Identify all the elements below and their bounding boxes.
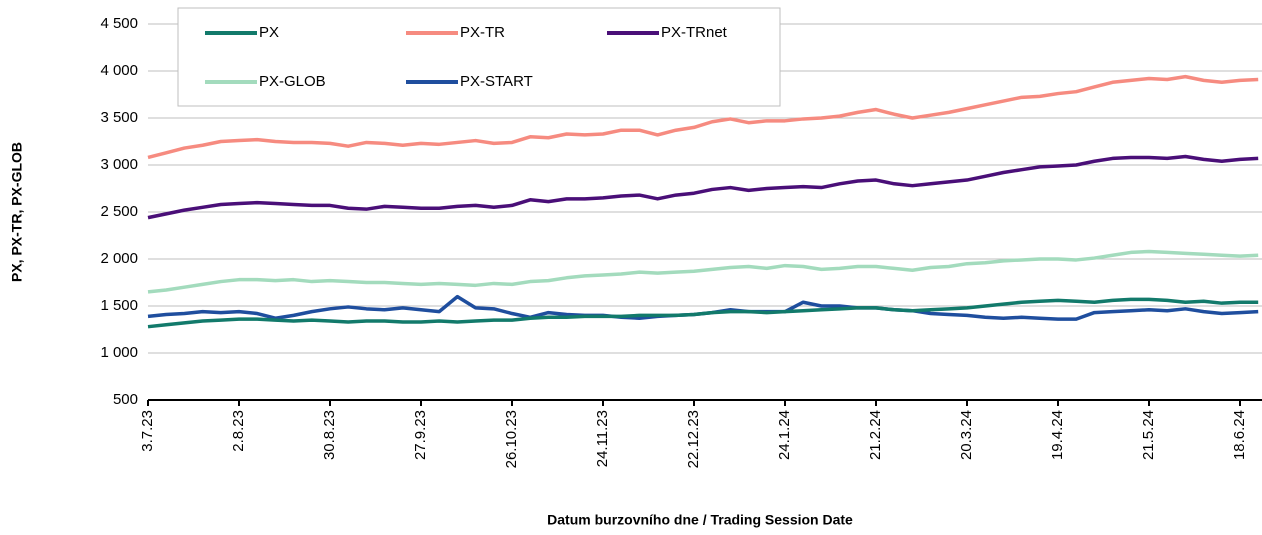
x-tick-label: 18.6.24 <box>1231 410 1248 460</box>
x-axis-title: Datum burzovního dne / Trading Session D… <box>547 512 853 528</box>
y-tick-label: 1 500 <box>100 297 138 314</box>
legend: PX PX-TR PX-TRnet PX-GLOB PX-START <box>177 7 781 107</box>
x-tick-label: 26.10.23 <box>503 410 520 468</box>
x-tick-label: 24.1.24 <box>776 410 793 460</box>
y-tick-label: 4 500 <box>100 15 138 32</box>
y-tick-label: 4 000 <box>100 62 138 79</box>
y-tick-label: 3 000 <box>100 156 138 173</box>
x-tick-label: 21.5.24 <box>1140 410 1157 460</box>
y-tick-label: 1 000 <box>100 344 138 361</box>
legend-label: PX-TRnet <box>661 24 728 41</box>
x-tick-label: 27.9.23 <box>412 410 429 460</box>
legend-label: PX-GLOB <box>259 73 326 90</box>
y-tick-label: 2 500 <box>100 203 138 220</box>
x-tick-label: 20.3.24 <box>958 410 975 460</box>
x-tick-label: 2.8.23 <box>230 410 247 452</box>
legend-label: PX-TR <box>460 24 505 41</box>
x-tick-label: 19.4.24 <box>1049 410 1066 460</box>
y-tick-label: 2 000 <box>100 250 138 267</box>
x-tick-label: 30.8.23 <box>321 410 338 460</box>
legend-box <box>177 7 781 107</box>
x-tick-label: 24.11.23 <box>594 410 611 467</box>
series-line <box>147 249 1259 294</box>
series-line <box>147 154 1259 220</box>
series-line <box>147 74 1259 160</box>
legend-label: PX <box>259 24 279 41</box>
series-line <box>147 297 1259 329</box>
y-tick-label: 3 500 <box>100 109 138 126</box>
legend-label: PX-START <box>460 73 533 90</box>
x-tick-label: 21.2.24 <box>867 410 884 460</box>
x-tick-label: 22.12.23 <box>685 410 702 468</box>
y-tick-label: 500 <box>113 391 138 408</box>
x-tick-label: 3.7.23 <box>139 410 156 452</box>
series-line <box>147 294 1259 321</box>
y-axis-title: PX, PX-TR, PX-GLOB <box>9 142 25 282</box>
